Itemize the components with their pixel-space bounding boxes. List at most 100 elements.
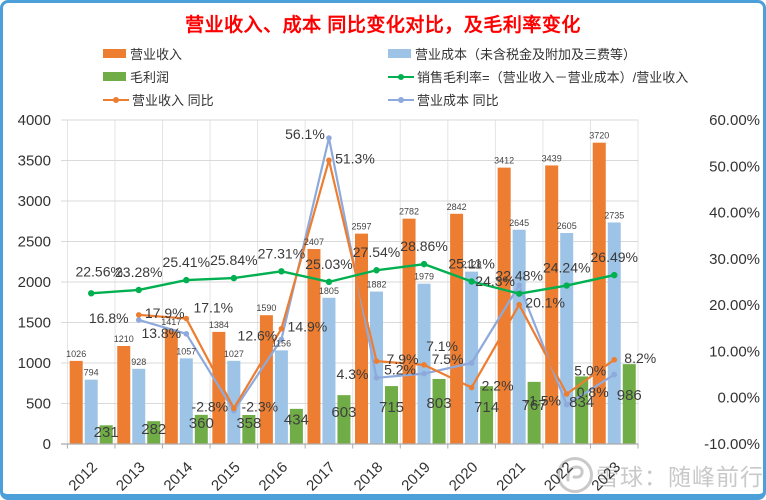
revenue_yoy-point-label: 14.9% <box>288 319 328 335</box>
left-axis-tick: 2000 <box>18 274 51 291</box>
left-axis-tick: 2500 <box>18 234 51 251</box>
revenue_yoy-marker <box>373 358 380 364</box>
right-axis-tick: -10.00% <box>704 436 760 453</box>
profit-value-label: 834 <box>569 394 594 411</box>
revenue-value-label: 3412 <box>494 156 514 166</box>
right-axis-tick: 10.00% <box>709 343 760 360</box>
revenue_yoy-marker <box>468 384 475 391</box>
legend-item: 营业成本（未含税金及附加及三费等） <box>388 42 688 65</box>
year-label: 2021 <box>493 459 529 495</box>
cost_yoy-point-label: 24.3% <box>475 273 515 289</box>
cost-bar <box>274 350 288 444</box>
cost_yoy-point-label: 16.8% <box>89 310 129 326</box>
cost-value-label: 1979 <box>414 272 434 282</box>
revenue_yoy-line <box>135 157 618 412</box>
revenue_yoy-point-label: 7.1% <box>426 338 458 354</box>
revenue-bar <box>545 165 559 445</box>
cost-bar <box>370 291 383 444</box>
revenue-bar <box>307 249 321 444</box>
revenue_yoy-marker <box>278 325 285 332</box>
cost-value-label: 1805 <box>319 286 339 296</box>
profit-bar <box>432 378 446 444</box>
revenue-value-label: 2597 <box>351 222 371 232</box>
cost_yoy-marker <box>468 360 475 366</box>
cost_yoy-marker <box>516 282 522 289</box>
margin-point-label: 28.86% <box>400 238 447 254</box>
cost_yoy-marker <box>563 401 570 408</box>
cost_yoy-marker <box>326 135 332 141</box>
margin-point-label: 25.41% <box>163 254 210 270</box>
cost_yoy-marker <box>373 375 380 381</box>
legend-item: 营业成本 同比 <box>388 88 688 111</box>
cost-bar <box>132 368 146 444</box>
margin-marker <box>373 267 380 274</box>
year-label: 2014 <box>161 459 197 495</box>
margin-point-label: 22.48% <box>495 268 542 284</box>
cost-value-label: 2735 <box>604 210 624 220</box>
margin-marker <box>563 282 570 289</box>
year-label: 2015 <box>208 459 244 495</box>
margin-point-label: 25.84% <box>210 252 257 268</box>
cost_yoy-point-label: 12.6% <box>238 327 278 343</box>
margin-point-label: 23.28% <box>115 264 162 280</box>
profit-value-label: 603 <box>331 404 356 421</box>
legend-label: 销售毛利率=（营业收入－营业成本）/营业收入 <box>417 70 689 85</box>
margin-marker <box>611 271 618 279</box>
margin-point-label: 27.31% <box>258 245 305 261</box>
revenue_yoy-marker <box>231 405 237 412</box>
revenue-bars <box>69 142 606 445</box>
margin-point-label: 27.54% <box>353 244 400 260</box>
revenue_yoy-marker <box>421 362 427 368</box>
revenue-value-label: 1590 <box>256 303 276 313</box>
watermark: 雪球：随峰前行 <box>554 454 763 494</box>
revenue-bar <box>497 167 511 445</box>
left-axis-labels: 0 500 1000 1500 2000 2500 3000 3500 4000 <box>18 112 51 453</box>
revenue_yoy-point-label: 2.2% <box>482 378 514 394</box>
revenue_yoy-point-label: 0.8% <box>577 384 609 400</box>
cost_yoy-point-label: -2.8% <box>192 399 229 415</box>
right-axis-tick: 60.00% <box>709 112 760 129</box>
xueqiu-logo-icon <box>557 457 593 493</box>
legend-label: 毛利润 <box>130 70 170 85</box>
cost-bar <box>84 379 98 444</box>
revenue-value-label: 1026 <box>66 349 86 359</box>
legend-column-1: 营业收入 毛利润 营业收入 同比 <box>103 42 214 111</box>
margin-marker <box>183 276 190 284</box>
revenue-bar <box>592 142 606 444</box>
revenue_yoy-marker <box>135 312 142 318</box>
profit-bar-labels: 231 282 360 358 434 603 715 803 714 767 834 986 <box>94 387 642 441</box>
cost-value-label: 2645 <box>509 218 529 228</box>
cost-bar <box>227 360 241 444</box>
profit-bar <box>575 376 589 444</box>
year-label: 2013 <box>113 459 149 495</box>
revenue-bar <box>259 315 273 444</box>
revenue-bar <box>450 213 464 444</box>
right-axis-tick: 30.00% <box>709 251 760 268</box>
left-axis-tick: 500 <box>26 396 51 413</box>
revenue_yoy-point-label: 7.9% <box>387 351 419 367</box>
revenue_yoy-point-label: 51.3% <box>335 150 375 166</box>
left-axis-tick: 4000 <box>18 112 51 129</box>
year-label: 2012 <box>65 459 101 495</box>
cost_yoy-marker <box>421 370 427 377</box>
margin-point-label: 25.03% <box>305 256 352 272</box>
left-axis-tick: 3000 <box>18 193 51 210</box>
cost-bar <box>417 283 431 444</box>
right-axis-tick: 0.00% <box>717 390 760 407</box>
margin-point-label: 26.49% <box>591 249 638 265</box>
profit-value-label: 282 <box>141 421 166 438</box>
legend-label: 营业成本 同比 <box>417 93 499 108</box>
profit-bar <box>99 425 113 444</box>
profit-value-label: 715 <box>379 399 404 416</box>
profit-value-label: 358 <box>236 415 261 432</box>
cost-value-label: 1882 <box>366 280 386 290</box>
legend-item: 毛利润 <box>103 65 214 88</box>
revenue_yoy-point-label: 20.1% <box>525 295 565 311</box>
margin-marker <box>468 278 475 285</box>
cost-bar <box>607 222 621 444</box>
legend-label: 营业收入 <box>130 47 183 62</box>
revenue_yoy-point-label: 17.1% <box>193 300 233 316</box>
revenue-bar <box>69 360 83 444</box>
cost-bar <box>179 358 193 444</box>
revenue_yoy-point-label: 8.2% <box>624 350 656 366</box>
